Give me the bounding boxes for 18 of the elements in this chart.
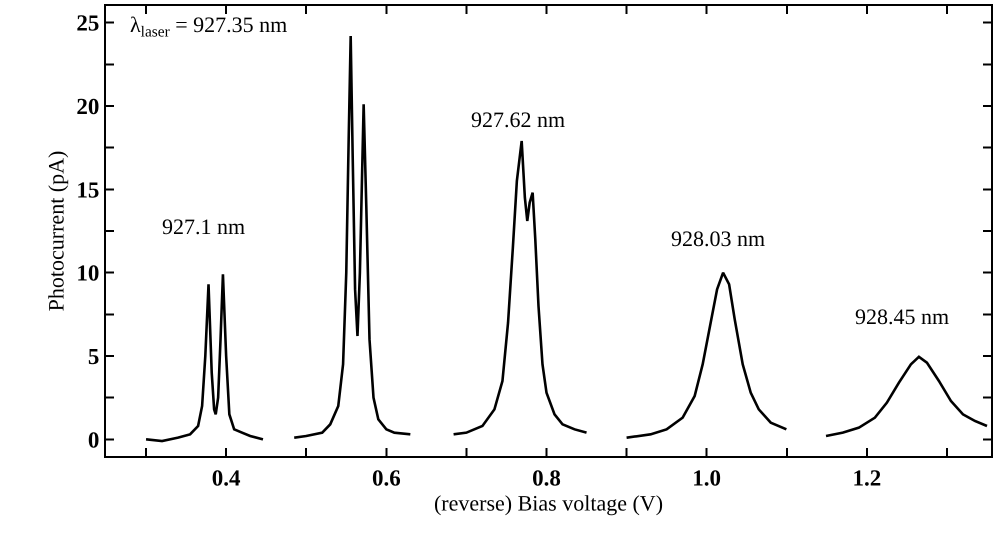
- x-tick-label: 0.6: [372, 466, 401, 491]
- y-tick-label: 15: [76, 177, 100, 202]
- x-tick-label: 1.0: [692, 466, 722, 491]
- annotation: 928.03 nm: [671, 226, 766, 251]
- x-tick-label: 0.8: [532, 466, 561, 491]
- x-tick-label: 0.4: [212, 466, 242, 491]
- y-tick-label: 20: [76, 94, 100, 120]
- annotation: λ$_{laser}$ = 927.35 nm: [130, 12, 288, 41]
- x-tick-label: 1.2: [852, 466, 882, 491]
- x-axis-title: (reverse) Bias voltage (V): [434, 490, 664, 516]
- y-tick-label: 10: [76, 260, 100, 286]
- annotation: 927.62 nm: [471, 107, 566, 132]
- y-axis-title: Photocurrent (pA): [44, 150, 69, 312]
- y-tick-label: 25: [76, 10, 100, 36]
- annotation: 928.45 nm: [855, 304, 950, 329]
- y-tick-label: 0: [88, 427, 100, 452]
- y-tick-label: 5: [88, 344, 100, 370]
- annotation: 927.1 nm: [162, 214, 246, 239]
